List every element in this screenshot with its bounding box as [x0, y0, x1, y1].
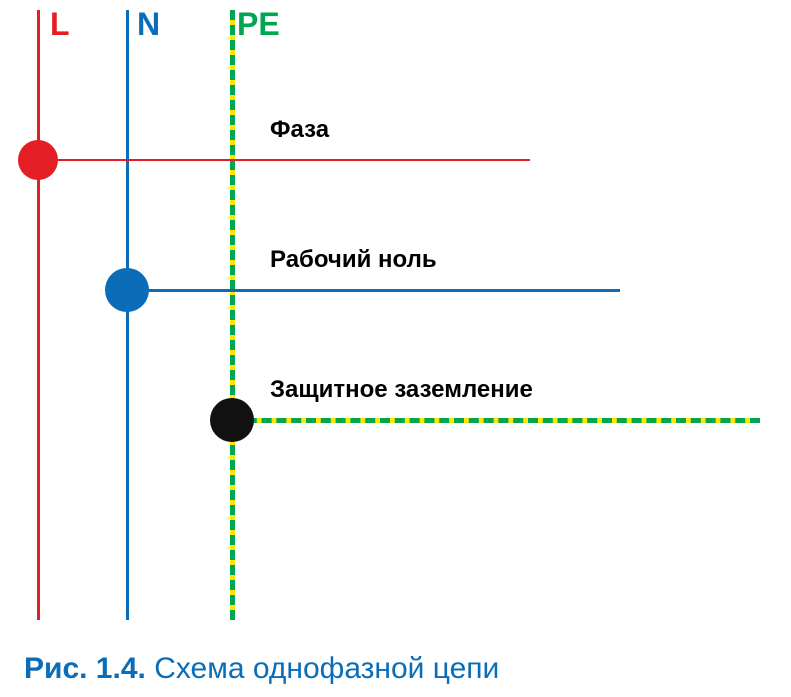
hline-pe-over	[232, 418, 760, 423]
linelabel-neutral: Рабочий ноль	[270, 248, 437, 272]
label-n: N	[137, 8, 160, 40]
linelabel-phase: Фаза	[270, 118, 329, 142]
vline-l	[37, 10, 40, 620]
hline-phase	[38, 159, 530, 161]
node-n	[105, 268, 149, 312]
figure-caption-rest: Схема однофазной цепи	[146, 652, 499, 685]
node-pe	[210, 398, 254, 442]
linelabel-pe: Защитное заземление	[270, 378, 533, 402]
figure-caption-prefix: Рис. 1.4.	[24, 652, 146, 685]
vline-n	[126, 10, 129, 620]
figure-caption: Рис. 1.4. Схема однофазной цепи	[24, 652, 499, 685]
hline-neutral	[127, 289, 620, 292]
diagram-stage: L N PE Фаза Рабочий ноль Защитное заземл…	[0, 0, 791, 697]
node-l	[18, 140, 58, 180]
label-l: L	[50, 8, 70, 40]
label-pe: PE	[237, 8, 280, 40]
vline-pe-over	[230, 10, 235, 620]
